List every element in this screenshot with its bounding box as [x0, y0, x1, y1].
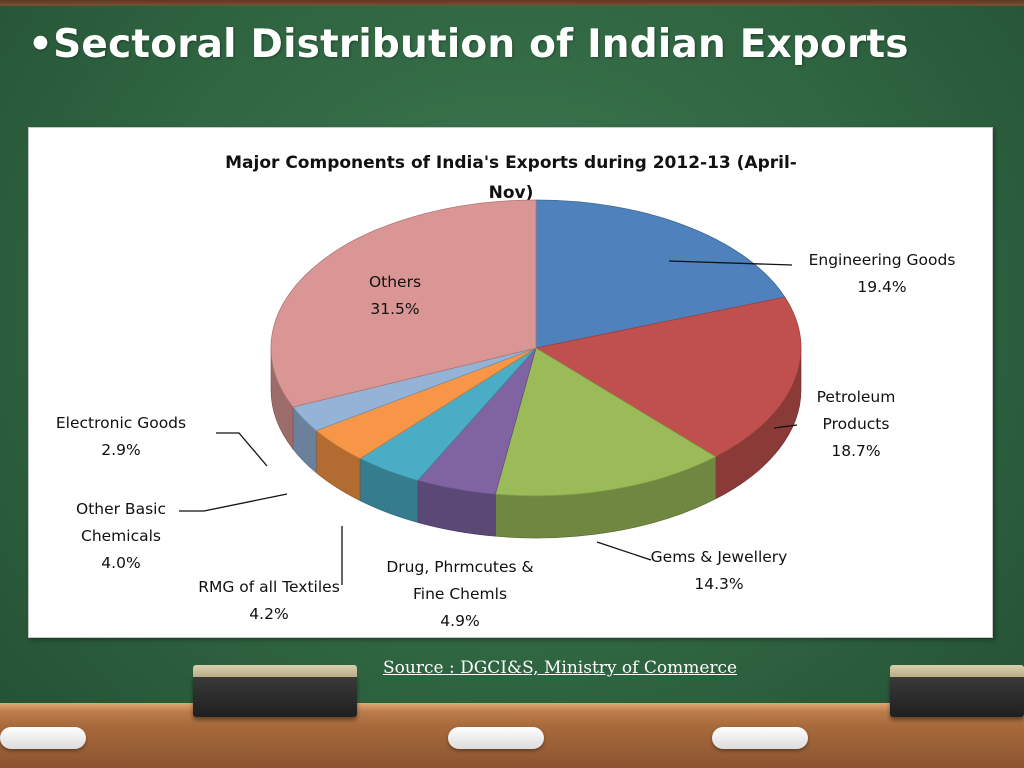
slide-title: •Sectoral Distribution of Indian Exports [28, 22, 909, 67]
chart-title-line2: Nov) [489, 183, 534, 203]
value-label-others: 31.5% [370, 300, 419, 318]
leader-lines [179, 260, 798, 585]
slice-label-others: Others [369, 273, 421, 291]
leader-engineering-goods [668, 260, 793, 266]
slice-others [270, 199, 537, 408]
chart-title-line1: Major Components of India's Exports duri… [225, 153, 797, 173]
pie-slices [270, 199, 802, 497]
eraser-left [193, 665, 357, 717]
slice-label-petroleum-products: Petroleum [817, 388, 896, 406]
chart-panel: Major Components of India's Exports duri… [28, 127, 993, 638]
slice-label-other-basic-chemicals: Chemicals [81, 527, 161, 545]
value-label-engineering-goods: 19.4% [857, 278, 906, 296]
leader-petroleum-products [773, 424, 798, 429]
value-label-electronic-goods: 2.9% [101, 441, 140, 459]
eraser-right [890, 665, 1024, 717]
slice-engineering-goods [535, 199, 786, 349]
chalk-piece-1 [0, 727, 86, 749]
slice-label-electronic-goods: Electronic Goods [56, 414, 186, 432]
source-note: Source : DGCI&S, Ministry of Commerce [383, 658, 738, 678]
slice-labels: Engineering Goods 19.4% Petroleum Products 1… [56, 251, 956, 630]
board-frame-top [0, 0, 1024, 6]
slice-label-engineering-goods: Engineering Goods [809, 251, 956, 269]
chalk-piece-3 [712, 727, 808, 749]
leader-other-basic-chemicals [179, 493, 288, 512]
value-label-drug-phrmcutes-fine-chemls: 4.9% [440, 612, 479, 630]
leader-electronic-goods [216, 432, 268, 467]
slice-gems-jewellery [494, 347, 717, 497]
chalk-ledge-lip [0, 703, 1024, 713]
value-label-other-basic-chemicals: 4.0% [101, 554, 140, 572]
leader-gems-jewellery [596, 541, 652, 561]
slice-label-petroleum-products: Products [823, 415, 890, 433]
slice-label-rmg-of-all-textiles: RMG of all Textiles [198, 578, 340, 596]
slice-label-drug-phrmcutes-fine-chemls: Fine Chemls [413, 585, 507, 603]
slice-label-drug-phrmcutes-fine-chemls: Drug, Phrmcutes & [386, 558, 533, 576]
value-label-gems-jewellery: 14.3% [694, 575, 743, 593]
slice-label-gems-jewellery: Gems & Jewellery [651, 548, 788, 566]
slice-label-other-basic-chemicals: Other Basic [76, 500, 166, 518]
value-label-petroleum-products: 18.7% [831, 442, 880, 460]
value-label-rmg-of-all-textiles: 4.2% [249, 605, 288, 623]
slice-petroleum-products [534, 296, 802, 458]
chalk-piece-2 [448, 727, 544, 749]
pie-depth [270, 347, 802, 539]
pie-chart: Major Components of India's Exports duri… [56, 153, 956, 630]
